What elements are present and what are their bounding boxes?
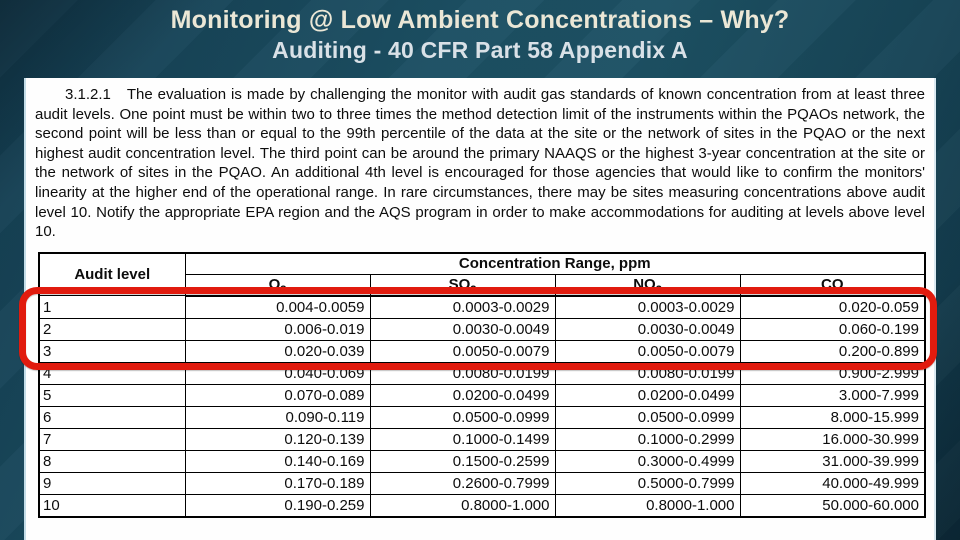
range-cell-so2: 0.0080-0.0199 xyxy=(369,361,556,385)
content-panel: 3.1.2.1 The evaluation is made by challen… xyxy=(24,78,936,540)
range-cell-o3: 0.190-0.259 xyxy=(184,493,371,518)
range-cell-so2: 0.2600-0.7999 xyxy=(369,471,556,495)
range-cell-no2: 0.0050-0.0079 xyxy=(554,339,741,363)
range-cell-co: 8.000-15.999 xyxy=(739,405,926,429)
range-cell-no2: 0.0003-0.0029 xyxy=(554,295,741,319)
audit-level-cell: 2 xyxy=(38,317,186,341)
col-header-so2: SO2 xyxy=(369,273,556,297)
section-number: 3.1.2.1 xyxy=(65,86,111,103)
table-span-header: Concentration Range, ppm xyxy=(184,252,926,275)
table-row-level-3: 3 0.020-0.039 0.0050-0.0079 0.0050-0.0079 0.… xyxy=(38,339,926,363)
range-cell-no2: 0.0200-0.0499 xyxy=(554,383,741,407)
audit-level-cell: 7 xyxy=(38,427,186,451)
range-cell-o3: 0.040-0.069 xyxy=(184,361,371,385)
table-row-level-1: 1 0.004-0.0059 0.0003-0.0029 0.0003-0.0029 0… xyxy=(38,295,926,319)
range-cell-o3: 0.140-0.169 xyxy=(184,449,371,473)
range-cell-so2: 0.8000-1.000 xyxy=(369,493,556,518)
range-cell-so2: 0.0500-0.0999 xyxy=(369,405,556,429)
range-cell-no2: 0.8000-1.000 xyxy=(554,493,741,518)
range-cell-co: 40.000-49.999 xyxy=(739,471,926,495)
table-row-level-2: 2 0.006-0.019 0.0030-0.0049 0.0030-0.0049 0.… xyxy=(38,317,926,341)
table-row-level-8: 8 0.140-0.169 0.1500-0.2599 0.3000-0.4999 31… xyxy=(38,449,926,473)
range-cell-o3: 0.006-0.019 xyxy=(184,317,371,341)
range-cell-co: 50.000-60.000 xyxy=(739,493,926,518)
table-row-level-10: 10 0.190-0.259 0.8000-1.000 0.8000-1.000 50.… xyxy=(38,493,926,518)
range-cell-so2: 0.1500-0.2599 xyxy=(369,449,556,473)
audit-level-cell: 1 xyxy=(38,295,186,319)
range-cell-co: 16.000-30.999 xyxy=(739,427,926,451)
col-header-audit-level: Audit level xyxy=(38,252,186,297)
paragraph-text: The evaluation is made by challenging th… xyxy=(35,86,925,241)
range-cell-no2: 0.0500-0.0999 xyxy=(554,405,741,429)
table-row-level-7: 7 0.120-0.139 0.1000-0.1499 0.1000-0.2999 16… xyxy=(38,427,926,451)
range-cell-no2: 0.0030-0.0049 xyxy=(554,317,741,341)
range-cell-co: 3.000-7.999 xyxy=(739,383,926,407)
audit-level-cell: 5 xyxy=(38,383,186,407)
range-cell-o3: 0.070-0.089 xyxy=(184,383,371,407)
range-cell-co: 0.200-0.899 xyxy=(739,339,926,363)
range-cell-co: 31.000-39.999 xyxy=(739,449,926,473)
audit-level-cell: 9 xyxy=(38,471,186,495)
range-cell-so2: 0.0030-0.0049 xyxy=(369,317,556,341)
range-cell-no2: 0.5000-0.7999 xyxy=(554,471,741,495)
table-header: Audit level Concentration Range, ppm O3 S… xyxy=(38,252,926,297)
range-cell-co: 0.060-0.199 xyxy=(739,317,926,341)
range-cell-co: 0.020-0.059 xyxy=(739,295,926,319)
range-cell-so2: 0.1000-0.1499 xyxy=(369,427,556,451)
table-row-level-4: 4 0.040-0.069 0.0080-0.0199 0.0080-0.0199 0.… xyxy=(38,361,926,385)
audit-level-cell: 4 xyxy=(38,361,186,385)
audit-level-cell: 8 xyxy=(38,449,186,473)
range-cell-o3: 0.004-0.0059 xyxy=(184,295,371,319)
regulation-paragraph: 3.1.2.1 The evaluation is made by challen… xyxy=(26,78,934,242)
range-cell-no2: 0.0080-0.0199 xyxy=(554,361,741,385)
table-row-level-6: 6 0.090-0.119 0.0500-0.0999 0.0500-0.0999 8.… xyxy=(38,405,926,429)
range-cell-o3: 0.120-0.139 xyxy=(184,427,371,451)
range-cell-so2: 0.0003-0.0029 xyxy=(369,295,556,319)
range-cell-no2: 0.1000-0.2999 xyxy=(554,427,741,451)
col-header-o3: O3 xyxy=(184,273,371,297)
audit-level-cell: 10 xyxy=(38,493,186,518)
slide-subtitle: Auditing - 40 CFR Part 58 Appendix A xyxy=(272,36,688,63)
table-row-level-9: 9 0.170-0.189 0.2600-0.7999 0.5000-0.7999 40… xyxy=(38,471,926,495)
col-header-co: CO xyxy=(739,273,926,297)
range-cell-no2: 0.3000-0.4999 xyxy=(554,449,741,473)
range-cell-o3: 0.020-0.039 xyxy=(184,339,371,363)
audit-level-cell: 6 xyxy=(38,405,186,429)
slide-header: Monitoring @ Low Ambient Concentrations … xyxy=(0,4,960,63)
range-cell-so2: 0.0050-0.0079 xyxy=(369,339,556,363)
range-cell-so2: 0.0200-0.0499 xyxy=(369,383,556,407)
audit-levels-table: Audit level Concentration Range, ppm O3 S… xyxy=(38,251,926,518)
range-cell-o3: 0.090-0.119 xyxy=(184,405,371,429)
table-row-level-5: 5 0.070-0.089 0.0200-0.0499 0.0200-0.0499 3.… xyxy=(38,383,926,407)
audit-level-cell: 3 xyxy=(38,339,186,363)
range-cell-o3: 0.170-0.189 xyxy=(184,471,371,495)
col-header-no2: NO2 xyxy=(554,273,741,297)
slide-title: Monitoring @ Low Ambient Concentrations … xyxy=(170,6,790,34)
range-cell-co: 0.900-2.999 xyxy=(739,361,926,385)
